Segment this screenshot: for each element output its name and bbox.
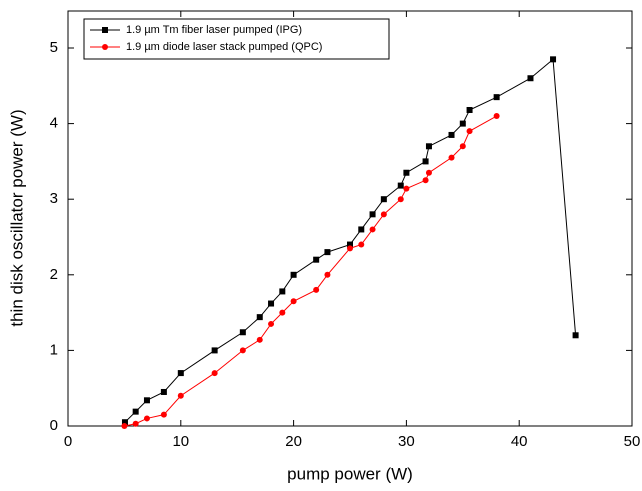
x-axis-label: pump power (W) xyxy=(287,464,413,483)
marker xyxy=(121,423,128,429)
x-tick-label: 40 xyxy=(511,433,528,450)
y-axis-label: thin disk oscillator power (W) xyxy=(7,109,26,326)
marker xyxy=(279,288,286,295)
marker xyxy=(397,182,404,189)
legend-marker xyxy=(102,44,108,50)
marker xyxy=(211,347,218,354)
marker xyxy=(177,370,184,377)
marker xyxy=(466,106,473,113)
series-line xyxy=(124,115,497,427)
marker xyxy=(380,196,387,203)
legend-text: 1.9 µm diode laser stack pumped (QPC) xyxy=(126,41,322,53)
series-line xyxy=(124,58,577,423)
marker xyxy=(358,241,365,248)
marker xyxy=(143,415,150,422)
marker xyxy=(239,347,246,354)
marker xyxy=(422,177,429,184)
marker xyxy=(211,370,218,377)
marker xyxy=(177,392,184,399)
marker xyxy=(324,249,331,256)
marker xyxy=(132,420,139,427)
marker xyxy=(324,271,331,278)
marker xyxy=(268,300,275,307)
marker xyxy=(448,154,455,161)
marker xyxy=(290,271,297,278)
marker xyxy=(425,169,432,176)
legend-marker xyxy=(102,27,108,33)
marker xyxy=(132,408,139,415)
marker xyxy=(347,245,353,252)
marker xyxy=(290,298,297,305)
marker xyxy=(256,336,263,343)
x-tick-label: 30 xyxy=(398,433,415,450)
y-tick-label: 0 xyxy=(50,417,58,434)
marker xyxy=(397,196,404,203)
marker xyxy=(448,131,455,138)
plot-frame xyxy=(67,10,633,427)
marker xyxy=(358,226,365,233)
x-tick-label: 50 xyxy=(624,433,641,450)
marker xyxy=(403,185,410,192)
y-tick-label: 3 xyxy=(50,190,58,207)
marker xyxy=(369,211,376,218)
x-tick-label: 0 xyxy=(64,433,72,450)
marker xyxy=(160,388,167,395)
marker xyxy=(527,75,534,82)
x-tick-label: 10 xyxy=(172,433,189,450)
marker xyxy=(143,397,150,404)
marker xyxy=(550,56,557,63)
y-tick-label: 2 xyxy=(50,266,58,283)
x-tick-label: 20 xyxy=(285,433,302,450)
marker xyxy=(572,332,579,339)
marker xyxy=(459,143,466,150)
legend-text: 1.9 µm Tm fiber laser pumped (IPG) xyxy=(126,24,302,36)
marker xyxy=(459,120,466,127)
marker xyxy=(347,241,353,248)
marker xyxy=(313,256,320,263)
y-tick-label: 1 xyxy=(50,341,58,358)
marker xyxy=(121,419,128,426)
marker xyxy=(422,158,429,165)
marker xyxy=(380,211,387,218)
marker xyxy=(279,309,286,316)
legend-box xyxy=(83,18,390,60)
marker xyxy=(239,329,246,336)
marker xyxy=(160,411,167,418)
marker xyxy=(425,143,432,150)
marker xyxy=(493,94,500,101)
marker xyxy=(256,314,263,321)
marker xyxy=(466,128,473,135)
marker xyxy=(369,226,376,233)
marker xyxy=(403,169,410,176)
marker xyxy=(268,320,275,327)
marker xyxy=(313,286,320,293)
y-tick-label: 4 xyxy=(50,115,58,132)
y-tick-label: 5 xyxy=(50,39,58,56)
marker xyxy=(493,113,500,120)
